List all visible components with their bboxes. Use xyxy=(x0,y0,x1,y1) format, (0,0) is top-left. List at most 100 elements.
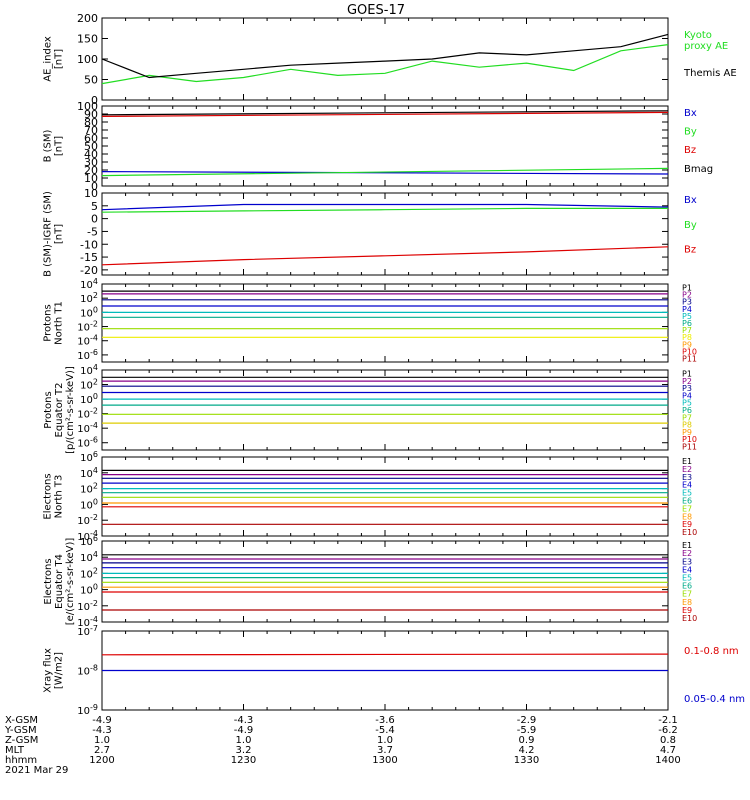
legend-label: P6 xyxy=(682,319,692,328)
y-tick-label: 40 xyxy=(84,148,98,161)
y-tick-label: 10-2 xyxy=(77,407,98,421)
ephemeris-value: 0.9 xyxy=(519,735,535,746)
legend-label: E4 xyxy=(682,481,692,490)
legend-label: By xyxy=(684,127,697,138)
y-axis-label: Electrons xyxy=(43,473,54,519)
ephemeris-value: 4.7 xyxy=(660,745,676,756)
legend-label: Bz xyxy=(684,245,696,256)
legend-label: E4 xyxy=(682,565,692,574)
y-tick-label: 10-4 xyxy=(77,334,98,348)
ephemeris-value: 3.2 xyxy=(236,745,252,756)
y-tick-label: 5 xyxy=(91,200,98,213)
y-axis-label: Protons xyxy=(43,391,54,428)
legend-label: P4 xyxy=(682,305,692,314)
y-tick-label: 102 xyxy=(80,378,98,392)
ephemeris-value: 1230 xyxy=(231,755,256,766)
legend-label: E6 xyxy=(682,582,692,591)
legend-label: E8 xyxy=(682,512,692,521)
legend-label: P9 xyxy=(682,428,692,437)
legend-label: E7 xyxy=(682,590,692,599)
ephemeris-value: 4.2 xyxy=(519,745,535,756)
legend-label: Themis AE xyxy=(683,68,737,79)
y-axis-label: [e/(cm²-s-sr-keV)] xyxy=(65,538,76,626)
legend-label: E8 xyxy=(682,598,692,607)
y-tick-label: 10-6 xyxy=(77,348,98,362)
legend-label: E2 xyxy=(682,465,692,474)
ephemeris-value: 1400 xyxy=(655,755,680,766)
panel-7: 106 104 102 100 10-2 10-4 Electrons Equator T4[… xyxy=(43,534,697,629)
y-axis-label: Xray flux xyxy=(43,648,54,693)
legend-label: E10 xyxy=(682,528,697,537)
ephemeris-value: -4.9 xyxy=(92,715,112,726)
panel-frame xyxy=(101,283,669,363)
legend-label: P7 xyxy=(682,413,692,422)
y-tick-label: 10-4 xyxy=(77,421,98,435)
y-axis-label: B (SM) xyxy=(43,129,54,162)
y-tick-label: 0 xyxy=(91,94,98,107)
y-axis-label: [nT] xyxy=(54,224,65,244)
legend-label: E9 xyxy=(682,520,692,529)
ephemeris-value: 1.0 xyxy=(94,735,110,746)
legend-label: Bx xyxy=(684,108,697,119)
ephemeris-value: -4.3 xyxy=(234,715,254,726)
y-tick-label: -15 xyxy=(80,251,98,264)
ephemeris-date: 2021 Mar 29 xyxy=(5,765,68,776)
y-tick-label: 100 xyxy=(80,497,98,511)
y-tick-label: 10 xyxy=(84,172,98,185)
legend-label: P6 xyxy=(682,406,692,415)
y-tick-label: 104 xyxy=(80,277,98,291)
y-tick-label: 100 xyxy=(77,53,98,66)
legend-label: E5 xyxy=(682,573,692,582)
panel-frame xyxy=(101,17,669,101)
series-line-by xyxy=(101,167,669,177)
legend-label: E2 xyxy=(682,549,692,558)
y-tick-label: 100 xyxy=(80,583,98,597)
y-axis-label: North T1 xyxy=(54,301,65,345)
y-tick-label: 100 xyxy=(80,305,98,319)
legend-label: 0.1-0.8 nm xyxy=(684,646,739,657)
ephemeris-value: -2.9 xyxy=(517,715,537,726)
legend-label: P11 xyxy=(682,442,697,451)
legend-label: P7 xyxy=(682,326,692,335)
y-tick-label: 104 xyxy=(80,550,98,564)
legend-label: Bmag xyxy=(684,164,713,175)
y-tick-label: 50 xyxy=(84,140,98,153)
y-axis-label: [W/m2] xyxy=(54,652,65,689)
ephemeris-row-label: MLT xyxy=(5,745,25,756)
series-line-bx xyxy=(101,203,669,211)
ephemeris-value: -5.9 xyxy=(517,725,537,736)
ephemeris-value: -5.4 xyxy=(375,725,395,736)
y-tick-label: 10-2 xyxy=(77,320,98,334)
ephemeris-value: 1330 xyxy=(514,755,539,766)
series-line-bz xyxy=(101,111,669,117)
y-axis-label: Equator T4 xyxy=(54,554,65,609)
legend-label: Kyoto xyxy=(684,30,712,41)
legend-label: E1 xyxy=(682,541,692,550)
legend-label: E3 xyxy=(682,557,692,566)
ephemeris-value: 1.0 xyxy=(377,735,393,746)
legend-label: E10 xyxy=(682,614,697,623)
legend-label: Bx xyxy=(684,195,697,206)
legend-label: P2 xyxy=(682,291,692,300)
ephemeris-value: 1.0 xyxy=(236,735,252,746)
legend-label: P5 xyxy=(682,399,692,408)
series-line-0-1-0-8-nm xyxy=(101,653,669,656)
y-tick-label: 102 xyxy=(80,291,98,305)
y-tick-label: -20 xyxy=(80,264,98,277)
y-tick-label: 10-2 xyxy=(77,513,98,527)
legend-label: P11 xyxy=(682,354,697,363)
ephemeris-row-label: hhmm xyxy=(5,755,37,766)
y-tick-label: 30 xyxy=(84,156,98,169)
y-tick-label: 200 xyxy=(77,12,98,25)
plot-title: GOES-17 xyxy=(347,3,405,18)
legend-label: P9 xyxy=(682,340,692,349)
y-tick-label: 10 xyxy=(84,187,98,200)
y-tick-label: 10-2 xyxy=(77,599,98,613)
ephemeris-value: 3.7 xyxy=(377,745,393,756)
y-tick-label: 150 xyxy=(77,33,98,46)
y-axis-label: North T3 xyxy=(54,475,65,519)
